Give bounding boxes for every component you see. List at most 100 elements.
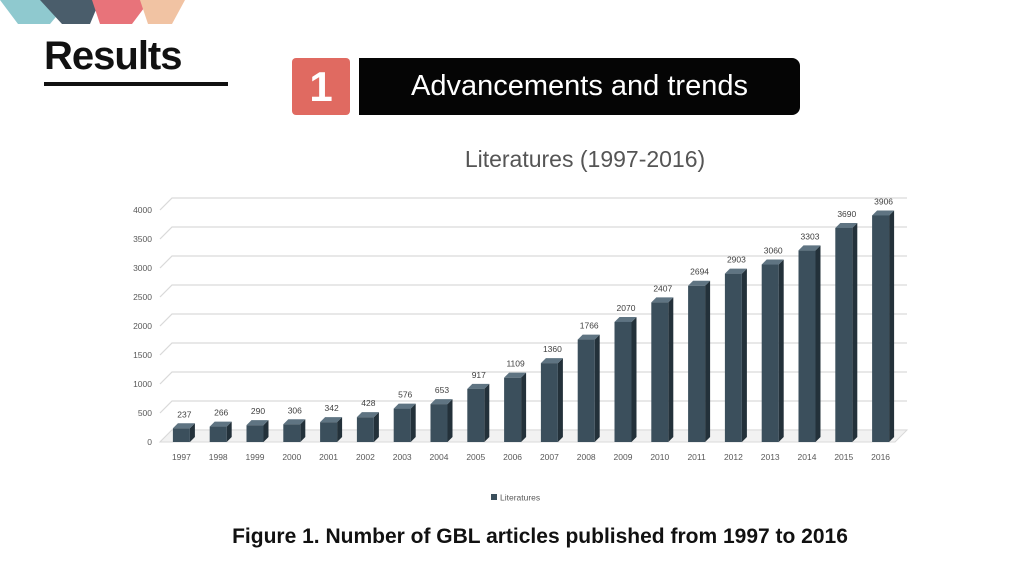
chart-title: Literatures (1997-2016) <box>464 146 706 172</box>
gridline <box>159 226 907 240</box>
figure-caption: Figure 1. Number of GBL articles publish… <box>232 525 848 548</box>
bar-side <box>300 419 306 442</box>
bar-top <box>172 423 195 429</box>
bar-side <box>263 420 269 442</box>
y-tick-label: 1500 <box>133 350 152 360</box>
x-tick-label: 2016 <box>871 452 890 462</box>
gridline <box>159 197 907 211</box>
gridline <box>159 284 907 298</box>
bar-top <box>467 383 490 389</box>
bar <box>688 285 706 442</box>
section-banner: Advancements and trends <box>359 58 800 115</box>
x-tick-label: 2006 <box>503 452 522 462</box>
bar-top <box>430 399 453 405</box>
data-label: 3906 <box>874 196 893 206</box>
bar-top <box>724 268 747 274</box>
bar <box>320 422 338 442</box>
bar-side <box>226 421 232 442</box>
bar-top <box>872 210 895 216</box>
x-tick-label: 2001 <box>319 452 338 462</box>
bar-top <box>209 421 232 427</box>
x-tick-label: 2008 <box>577 452 596 462</box>
y-tick-label: 3500 <box>133 234 152 244</box>
bar-side <box>521 372 527 442</box>
legend-label: Literatures <box>500 493 540 503</box>
bar-side <box>778 259 784 442</box>
x-tick-label: 2004 <box>430 452 449 462</box>
bar-top <box>798 245 821 251</box>
data-label: 917 <box>472 370 486 380</box>
x-tick-label: 1997 <box>172 452 191 462</box>
bar-top <box>320 417 343 423</box>
x-tick-label: 2014 <box>798 452 817 462</box>
chart-floor <box>158 429 909 443</box>
decorative-banner-graphic <box>0 0 185 24</box>
bar-side <box>594 334 600 442</box>
x-tick-label: 2009 <box>614 452 633 462</box>
y-tick-label: 2000 <box>133 321 152 331</box>
bar-side <box>741 268 747 442</box>
bar <box>172 428 190 442</box>
bar <box>540 363 558 442</box>
data-label: 266 <box>214 408 228 418</box>
bar-top <box>246 420 269 426</box>
x-tick-label: 2013 <box>761 452 780 462</box>
y-tick-label: 2500 <box>133 292 152 302</box>
legend-swatch <box>491 494 497 500</box>
data-label: 1766 <box>580 321 599 331</box>
data-label: 1109 <box>506 359 525 369</box>
x-tick-label: 2005 <box>466 452 485 462</box>
x-tick-label: 2011 <box>687 452 706 462</box>
data-label: 3303 <box>801 231 820 241</box>
bar-top <box>356 412 379 418</box>
bar-side <box>410 403 416 442</box>
y-tick-label: 1000 <box>133 379 152 389</box>
bar-top <box>835 222 858 228</box>
bar <box>724 273 742 442</box>
x-tick-label: 2012 <box>724 452 743 462</box>
bar-top <box>614 316 637 322</box>
bar <box>283 424 301 442</box>
bar <box>504 377 522 442</box>
title-underline <box>44 82 228 86</box>
data-label: 2903 <box>727 255 746 265</box>
bar-side <box>447 399 453 442</box>
data-label: 342 <box>325 403 339 413</box>
bar <box>835 227 853 442</box>
x-tick-label: 2003 <box>393 452 412 462</box>
x-tick-label: 1999 <box>246 452 265 462</box>
bar-side <box>631 316 637 442</box>
bar-side <box>373 412 379 442</box>
gridline <box>159 371 907 385</box>
gridline <box>159 400 907 414</box>
bar <box>798 250 816 442</box>
data-label: 3060 <box>764 246 783 256</box>
bar-top <box>393 403 416 409</box>
data-label: 2070 <box>617 303 636 313</box>
bar-side <box>668 297 674 442</box>
bar-top <box>540 358 563 364</box>
data-label: 1360 <box>543 344 562 354</box>
bar-top <box>761 259 784 265</box>
bar <box>356 417 374 442</box>
bar-side <box>484 383 490 442</box>
bar <box>209 426 227 442</box>
data-label: 290 <box>251 406 265 416</box>
bar-top <box>688 280 711 286</box>
bar-side <box>557 358 563 442</box>
bar <box>872 215 890 442</box>
bar-side <box>889 210 895 442</box>
data-label: 428 <box>361 398 375 408</box>
data-label: 3690 <box>837 209 856 219</box>
bar-top <box>577 334 600 340</box>
bar-side <box>337 417 343 442</box>
x-tick-label: 2007 <box>540 452 559 462</box>
data-label: 237 <box>177 409 191 419</box>
bar-top <box>504 372 527 378</box>
y-tick-label: 3000 <box>133 263 152 273</box>
bar <box>246 425 264 442</box>
bar-top <box>283 419 306 425</box>
data-label: 2694 <box>690 267 709 277</box>
y-tick-label: 0 <box>147 437 152 447</box>
